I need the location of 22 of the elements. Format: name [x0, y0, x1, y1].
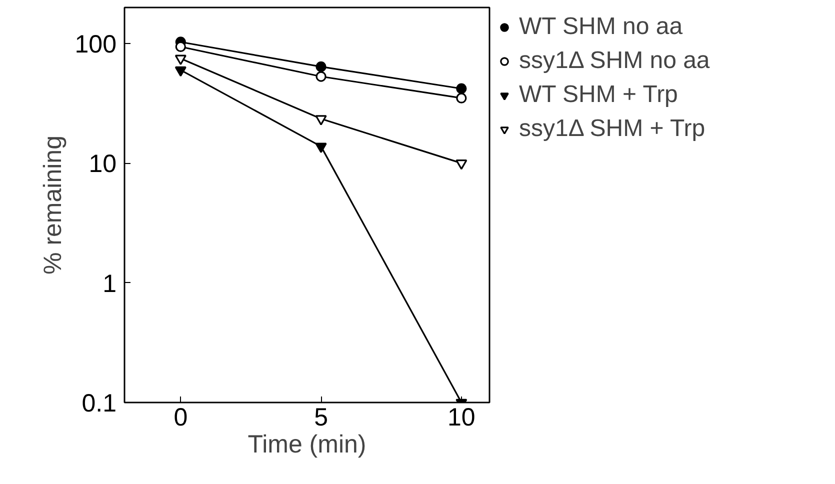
- point: [456, 92, 467, 104]
- y-tick-label: 0.1: [82, 390, 117, 418]
- point: [315, 115, 327, 126]
- y-axis-title: % remaining: [38, 136, 67, 274]
- point: [456, 83, 467, 94]
- x-axis-title: Time (min): [248, 430, 366, 458]
- legend-label: WT SHM + Trp: [519, 81, 678, 109]
- y-tick-label: 10: [88, 150, 117, 178]
- point: [315, 142, 327, 154]
- point: [174, 66, 186, 77]
- legend-label: ssy1Δ SHM + Trp: [519, 115, 706, 143]
- point: [456, 159, 468, 170]
- point: [174, 54, 186, 66]
- x-tick-label: 0: [174, 404, 188, 432]
- legend-label: WT SHM no aa: [519, 13, 683, 41]
- x-tick-label: 5: [314, 404, 328, 432]
- x-tick-label: 10: [448, 404, 476, 432]
- y-tick-label: 1: [102, 270, 116, 298]
- legend-label: ssy1Δ SHM no aa: [519, 47, 710, 75]
- point: [316, 71, 326, 82]
- y-tick-label: 100: [74, 30, 117, 59]
- point: [316, 61, 326, 72]
